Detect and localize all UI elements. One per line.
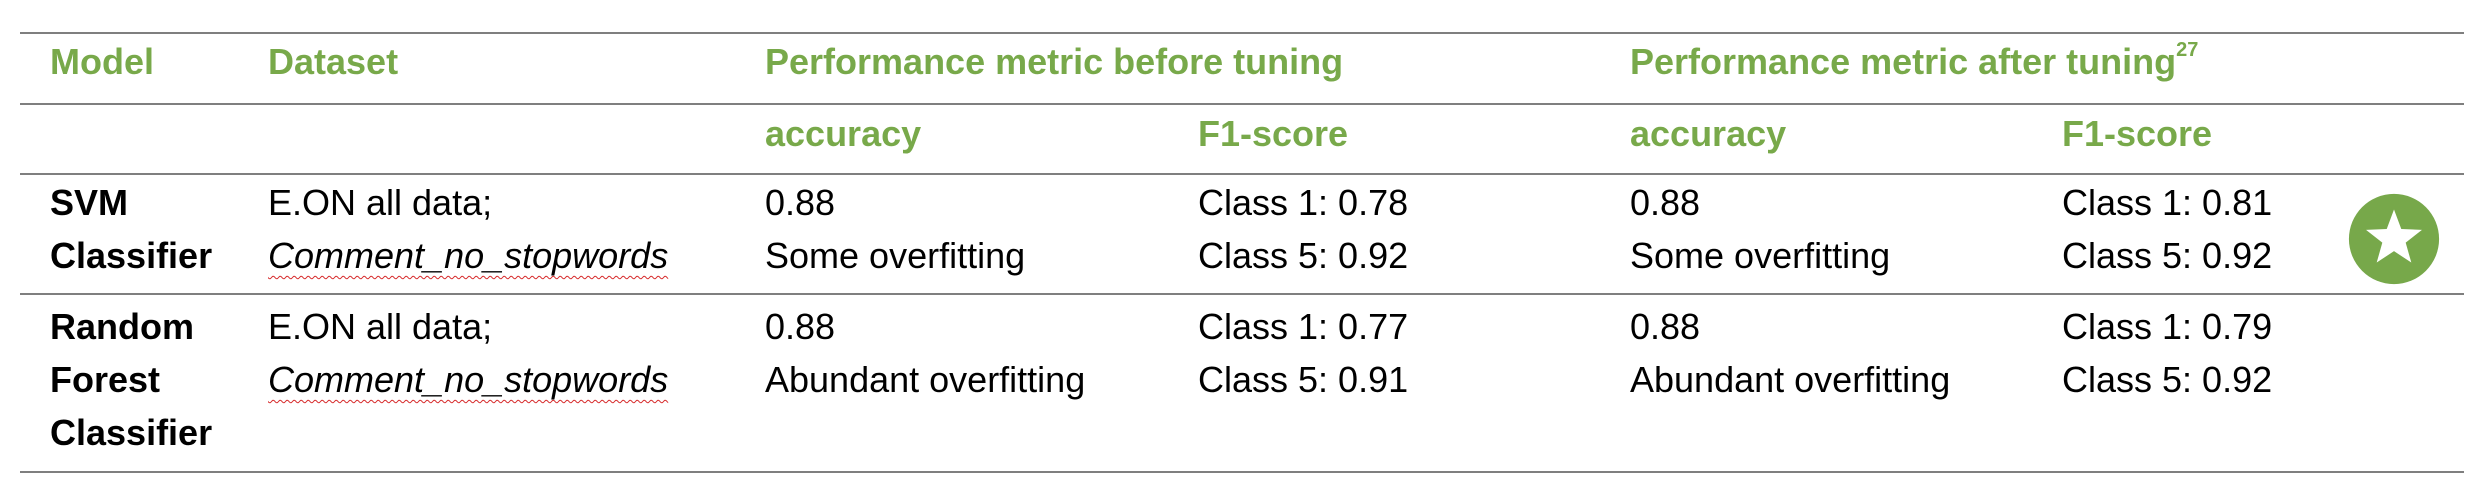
row-after-note: Abundant overfitting	[1630, 359, 1951, 400]
footnote-marker: 27	[2176, 39, 2199, 61]
row-before-note: Abundant overfitting	[765, 359, 1086, 400]
subheader-before-accuracy: accuracy	[765, 113, 922, 154]
row-after-f1-class1: Class 1: 0.81	[2062, 182, 2273, 223]
row-before-f1-class1: Class 1: 0.77	[1198, 306, 1409, 347]
star-icon	[2348, 193, 2440, 285]
subheader-after-accuracy: accuracy	[1630, 113, 1787, 154]
row-before-f1-class1: Class 1: 0.78	[1198, 182, 1409, 223]
row-after-f1-class1: Class 1: 0.79	[2062, 306, 2273, 347]
row-dataset-line: E.ON all data;	[268, 182, 493, 223]
row-before-accuracy: 0.88	[765, 182, 836, 223]
row-model-line: Random	[50, 306, 194, 347]
header-after-tuning: Performance metric after tuning27	[1630, 39, 2199, 82]
row-after-accuracy: 0.88	[1630, 306, 1701, 347]
row-model-line: SVM	[50, 182, 129, 223]
row-after-f1-class5: Class 5: 0.92	[2062, 235, 2273, 276]
row-dataset-line: E.ON all data;	[268, 306, 493, 347]
row-before-note: Some overfitting	[765, 235, 1026, 276]
subheader-rule	[20, 173, 2464, 175]
subheader-before-f1: F1-score	[1198, 113, 1349, 154]
header-before-tuning: Performance metric before tuning	[765, 41, 1344, 82]
row-before-f1-class5: Class 5: 0.92	[1198, 235, 1409, 276]
table-bottom-rule	[20, 471, 2464, 473]
row-dataset-column: Comment_no_stopwords	[268, 359, 669, 400]
row-model-line: Forest	[50, 359, 161, 400]
subheader-after-f1: F1-score	[2062, 113, 2213, 154]
row-before-accuracy: 0.88	[765, 306, 836, 347]
row-model-line: Classifier	[50, 412, 213, 453]
row-after-f1-class5: Class 5: 0.92	[2062, 359, 2273, 400]
row-after-accuracy: 0.88	[1630, 182, 1701, 223]
row-after-note: Some overfitting	[1630, 235, 1891, 276]
row-before-f1-class5: Class 5: 0.91	[1198, 359, 1409, 400]
header-model: Model	[50, 41, 154, 82]
row-dataset-column: Comment_no_stopwords	[268, 235, 669, 276]
header-dataset: Dataset	[268, 41, 399, 82]
header-rule	[20, 103, 2464, 105]
table-top-rule	[20, 32, 2464, 34]
row-divider	[20, 293, 2464, 295]
row-model-line: Classifier	[50, 235, 213, 276]
